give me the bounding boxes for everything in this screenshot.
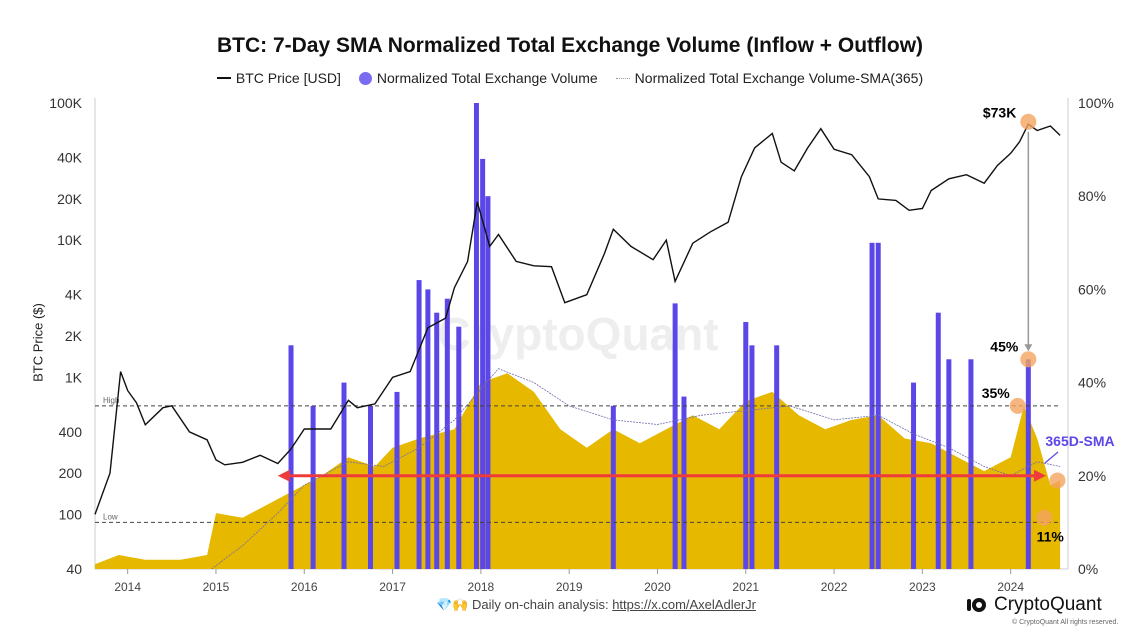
annotation-label: 11%	[1037, 529, 1065, 545]
volume-spike-bar	[946, 359, 952, 569]
x-tick-label: 2023	[909, 580, 936, 594]
arrow-left-head-icon	[277, 469, 290, 482]
right-tick-label: 80%	[1078, 188, 1106, 204]
legend: BTC Price [USD] Normalized Total Exchang…	[0, 70, 1140, 86]
grey-arrow-head-icon	[1024, 344, 1033, 352]
x-tick-label: 2020	[644, 580, 671, 594]
volume-spike-bar	[416, 280, 422, 569]
left-tick-label: 100K	[49, 95, 82, 111]
left-tick-label: 40	[66, 561, 82, 577]
dotted-line-swatch-icon	[615, 77, 630, 79]
volume-spike-bar	[444, 298, 450, 569]
x-tick-label: 2024	[997, 580, 1024, 594]
left-tick-label: 2K	[65, 328, 83, 344]
volume-spike-bar	[480, 158, 486, 570]
copyright: © CryptoQuant All rights reserved.	[1012, 619, 1119, 626]
legend-item-volume[interactable]: Normalized Total Exchange Volume	[358, 70, 598, 86]
highlight-marker	[1036, 509, 1053, 526]
volume-spike-bar	[394, 391, 400, 569]
annotation-label: 35%	[982, 385, 1011, 401]
volume-spike-bar	[749, 345, 755, 569]
line-swatch-icon	[216, 77, 231, 79]
footer-link[interactable]: https://x.com/AxelAdlerJr	[612, 597, 756, 612]
legend-label: Normalized Total Exchange Volume-SMA(365…	[634, 70, 924, 86]
annotation-label: $73K	[983, 105, 1016, 121]
sma-annotation-label: 365D-SMA	[1045, 433, 1114, 449]
x-tick-label: 2015	[203, 580, 230, 594]
cryptoquant-logo-icon	[967, 598, 986, 612]
sma-pointer-arrow-icon	[1044, 451, 1059, 464]
volume-spike-bar	[774, 345, 780, 569]
legend-item-price[interactable]: BTC Price [USD]	[216, 70, 341, 86]
annotation-label: 45%	[990, 338, 1019, 354]
volume-spike-bar	[485, 196, 491, 569]
volume-spike-bar	[425, 289, 431, 569]
left-tick-label: 400	[59, 424, 83, 440]
volume-spike-bar	[968, 359, 974, 569]
highlight-marker	[1049, 472, 1066, 489]
brand-name: CryptoQuant	[994, 594, 1102, 615]
volume-spike-bar	[473, 103, 479, 569]
x-tick-label: 2022	[821, 580, 848, 594]
x-tick-label: 2014	[114, 580, 141, 594]
right-tick-label: 60%	[1078, 281, 1106, 297]
volume-spike-bar	[743, 322, 749, 569]
volume-spike-bar	[456, 326, 462, 569]
right-tick-label: 40%	[1078, 375, 1106, 391]
left-tick-label: 100	[59, 506, 83, 522]
brand-logo: CryptoQuant	[966, 594, 1102, 616]
reference-label: Low	[103, 512, 118, 521]
left-tick-label: 1K	[65, 369, 83, 385]
diamond-hands-icon: 💎🙌	[436, 597, 469, 612]
volume-spike-bar	[310, 405, 316, 569]
btc-price-line	[94, 123, 1061, 515]
x-tick-label: 2019	[556, 580, 583, 594]
right-tick-label: 100%	[1078, 95, 1114, 111]
left-tick-label: 200	[59, 465, 83, 481]
sma-line	[211, 368, 1061, 570]
volume-spike-bar	[367, 405, 373, 569]
x-tick-label: 2018	[468, 580, 495, 594]
volume-spike-bar	[681, 396, 687, 569]
left-tick-label: 40K	[57, 150, 83, 166]
x-tick-label: 2017	[379, 580, 406, 594]
volume-spike-bar	[1025, 359, 1031, 569]
volume-spike-bar	[288, 345, 294, 569]
legend-item-sma[interactable]: Normalized Total Exchange Volume-SMA(365…	[615, 70, 924, 86]
dot-swatch-icon	[358, 71, 372, 85]
highlight-marker	[1020, 113, 1037, 130]
chart-title: BTC: 7-Day SMA Normalized Total Exchange…	[216, 34, 924, 57]
left-tick-label: 10K	[57, 232, 83, 248]
footer: 💎🙌 Daily on-chain analysis: https://x.co…	[436, 597, 756, 613]
right-tick-label: 20%	[1078, 468, 1106, 484]
volume-spike-bar	[434, 312, 440, 569]
reference-label: High	[103, 396, 119, 405]
left-tick-label: 20K	[57, 191, 83, 207]
volume-spike-bar	[672, 303, 678, 569]
legend-label: Normalized Total Exchange Volume	[376, 70, 598, 86]
arrow-right-head-icon	[1033, 469, 1046, 482]
x-tick-label: 2021	[732, 580, 759, 594]
volume-area	[95, 373, 1061, 569]
volume-spike-bar	[935, 312, 941, 569]
legend-label: BTC Price [USD]	[235, 70, 341, 86]
footer-text: Daily on-chain analysis:	[472, 597, 609, 612]
volume-spike-bar	[610, 405, 616, 569]
highlight-marker	[1009, 397, 1026, 414]
right-tick-label: 0%	[1078, 561, 1098, 577]
volume-spike-bar	[875, 242, 881, 570]
highlight-marker	[1020, 351, 1037, 368]
left-tick-label: 4K	[65, 287, 83, 303]
x-tick-label: 2016	[291, 580, 318, 594]
